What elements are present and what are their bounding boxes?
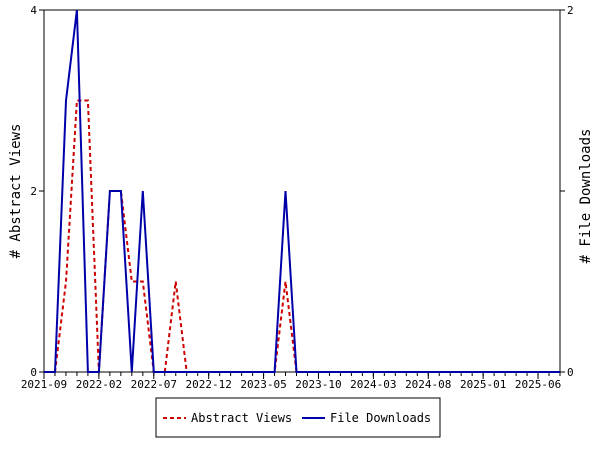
- x-tick-label: 2021-09: [21, 378, 67, 391]
- legend: Abstract Views File Downloads: [155, 397, 441, 438]
- x-tick-label: 2023-10: [295, 378, 341, 391]
- legend-label-abstract-views: Abstract Views: [191, 411, 292, 425]
- y-left-tick-label: 4: [30, 4, 37, 17]
- x-tick-label: 2025-01: [460, 378, 506, 391]
- left-y-axis-ticks: 0 2 4: [30, 4, 44, 379]
- y-right-tick-label: 2: [567, 4, 574, 17]
- x-tick-label: 2025-06: [515, 378, 561, 391]
- series-layer: [44, 9, 560, 373]
- y-right-tick-label: 0: [567, 366, 574, 379]
- series-line-file-downloads: [44, 9, 560, 373]
- x-tick-label: 2023-05: [240, 378, 286, 391]
- x-tick-label: 2022-02: [76, 378, 122, 391]
- legend-box: [155, 397, 441, 438]
- left-axis-title: # Abstract Views: [8, 124, 24, 259]
- x-tick-label: 2024-08: [405, 378, 451, 391]
- legend-label-file-downloads: File Downloads: [330, 411, 431, 425]
- x-tick-label: 2024-03: [350, 378, 396, 391]
- x-tick-label: 2022-07: [131, 378, 177, 391]
- right-y-axis-ticks: 02: [560, 4, 574, 379]
- x-axis-ticks: 2021-09 2022-02 2022-07 2022-12 2023-05 2023-…: [21, 372, 561, 391]
- right-axis-title: # File Downloads: [578, 129, 594, 264]
- x-tick-label: 2022-12: [186, 378, 232, 391]
- y-left-tick-label: 0: [30, 366, 37, 379]
- series-line-abstract-views: [54, 99, 560, 373]
- plot-area: [43, 9, 561, 373]
- y-left-tick-label: 2: [30, 185, 37, 198]
